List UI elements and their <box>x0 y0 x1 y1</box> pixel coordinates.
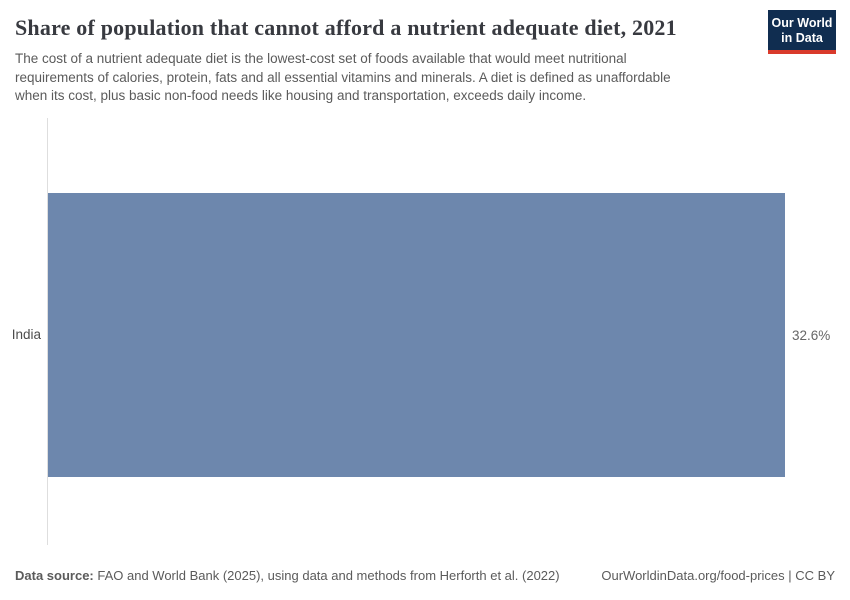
attribution-link[interactable]: OurWorldinData.org/food-prices | CC BY <box>601 568 835 583</box>
chart-footer: Data source: FAO and World Bank (2025), … <box>15 568 835 583</box>
y-axis-line <box>47 118 48 545</box>
owid-logo-line2: in Data <box>781 30 823 45</box>
owid-logo-line1: Our World <box>771 16 833 30</box>
data-source-note: Data source: FAO and World Bank (2025), … <box>15 568 560 583</box>
category-label-india: India <box>11 327 41 342</box>
value-label-india: 32.6% <box>792 328 831 343</box>
chart-subtitle: The cost of a nutrient adequate diet is … <box>15 51 671 103</box>
plot-area <box>48 193 839 477</box>
data-source-label: Data source: <box>15 568 94 583</box>
owid-logo[interactable]: Our World in Data <box>768 10 836 54</box>
chart-title: Share of population that cannot afford a… <box>15 15 677 40</box>
bar-india[interactable] <box>48 193 785 477</box>
data-source-text: FAO and World Bank (2025), using data an… <box>93 568 560 583</box>
